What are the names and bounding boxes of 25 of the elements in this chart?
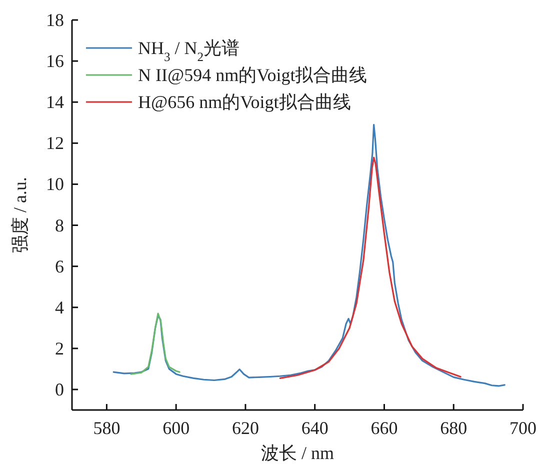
x-tick-label: 680 xyxy=(440,418,468,438)
y-tick-label: 0 xyxy=(55,379,64,400)
x-tick-label: 640 xyxy=(301,418,328,438)
line-series xyxy=(279,156,462,379)
x-tick-label: 620 xyxy=(232,418,259,438)
y-tick-label: 18 xyxy=(46,10,64,30)
x-tick-label: 700 xyxy=(510,418,536,438)
y-tick-label: 16 xyxy=(46,51,64,72)
legend-label: H@656 nm的Voigt拟合曲线 xyxy=(138,92,351,112)
y-tick-label: 4 xyxy=(55,297,64,318)
x-axis-title: 波长 / nm xyxy=(260,443,334,463)
y-axis-title: 强度 / a.u. xyxy=(10,177,30,253)
y-tick-label: 10 xyxy=(46,174,64,194)
y-tick-label: 2 xyxy=(55,338,64,358)
y-tick-label: 8 xyxy=(55,215,64,236)
x-tick-label: 600 xyxy=(162,418,190,438)
x-tick-label: 580 xyxy=(93,418,120,438)
legend-label: NH$_{3}$ / N$_{2}$光谱 xyxy=(138,38,240,64)
y-tick-label: 14 xyxy=(46,92,64,112)
y-tick-label: 12 xyxy=(46,133,64,154)
x-tick-label: 660 xyxy=(370,418,398,438)
line-series xyxy=(112,124,506,387)
y-tick-label: 6 xyxy=(55,256,64,276)
legend-label: N II@594 nm的Voigt拟合曲线 xyxy=(138,65,368,85)
line-series xyxy=(130,312,180,375)
